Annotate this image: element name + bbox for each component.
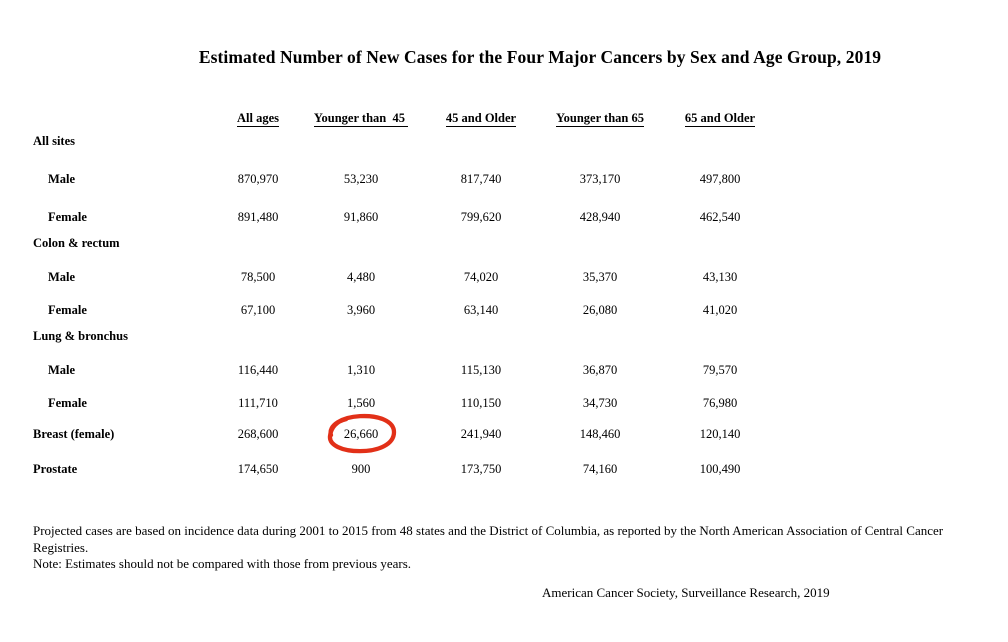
table-row: Female 67,100 3,960 63,140 26,080 41,020: [33, 289, 778, 322]
value-cell: 428,940: [579, 210, 621, 225]
value-cell: 174,650: [237, 462, 279, 477]
value-cell: 41,020: [702, 303, 738, 318]
value-cell: 35,370: [582, 270, 618, 285]
value-cell: 3,960: [346, 303, 376, 318]
footnote-note: Note: Estimates should not be compared w…: [33, 556, 412, 572]
value-cell: 241,940: [460, 427, 502, 442]
column-header-label: Younger than 65: [556, 111, 644, 128]
value-cell: 26,660: [298, 414, 424, 454]
row-label: Male: [48, 270, 76, 285]
value-cell: 173,750: [460, 462, 502, 477]
value-cell: 891,480: [237, 210, 279, 225]
column-header-label: 65 and Older: [684, 111, 756, 128]
row-label: Male: [48, 363, 76, 378]
value-cell: 497,800: [699, 172, 741, 187]
column-header: 45 and Older: [424, 98, 538, 128]
table-row: Male 870,970 53,230 817,740 373,170 497,800: [33, 153, 778, 191]
section-row: Colon & rectum: [33, 229, 778, 255]
cancer-cases-table: All ages Younger than 45 45 and Older Youn…: [33, 98, 778, 481]
footnote-projection: Projected cases are based on incidence d…: [33, 523, 950, 555]
value-cell: 373,170: [579, 172, 621, 187]
table-row: Male 116,440 1,310 115,130 36,870 79,570: [33, 348, 778, 382]
column-header-label: 45 and Older: [445, 111, 517, 128]
column-header: Younger than 45: [298, 98, 424, 128]
value-cell: 148,460: [579, 427, 621, 442]
empty-header-cell: [33, 98, 218, 126]
column-header: Younger than 65: [538, 98, 662, 128]
value-cell: 100,490: [699, 462, 741, 477]
section-label: All sites: [33, 134, 76, 149]
column-header: 65 and Older: [662, 98, 778, 128]
column-header-label: Younger than 45: [313, 111, 409, 128]
row-label: Male: [48, 172, 76, 187]
value-cell: 1,560: [346, 396, 376, 411]
value-cell: 74,160: [582, 462, 618, 477]
value-cell: 120,140: [699, 427, 741, 442]
value-cell: 53,230: [343, 172, 379, 187]
circled-value-wrap: 26,660: [327, 414, 397, 454]
value-cell: 34,730: [582, 396, 618, 411]
value-cell: 1,310: [346, 363, 376, 378]
column-header-label: All ages: [236, 111, 279, 128]
value-cell: 870,970: [237, 172, 279, 187]
source-attribution: American Cancer Society, Surveillance Re…: [542, 584, 830, 600]
column-header: All ages: [218, 98, 298, 128]
value-cell: 74,020: [463, 270, 499, 285]
circled-value: 26,660: [343, 427, 379, 442]
value-cell: 4,480: [346, 270, 376, 285]
value-cell: 79,570: [702, 363, 738, 378]
value-cell: 900: [351, 462, 371, 477]
value-cell: 110,150: [460, 396, 502, 411]
table-row: Prostate 174,650 900 173,750 74,160 100,490: [33, 446, 778, 481]
row-label: Breast (female): [33, 427, 115, 442]
value-cell: 115,130: [460, 363, 502, 378]
value-cell: 26,080: [582, 303, 618, 318]
value-cell: 43,130: [702, 270, 738, 285]
row-label: Prostate: [33, 462, 78, 477]
value-cell: 268,600: [237, 427, 279, 442]
table-row: Female 891,480 91,860 799,620 428,940 462,540: [33, 191, 778, 229]
value-cell: 36,870: [582, 363, 618, 378]
value-cell: 76,980: [702, 396, 738, 411]
value-cell: 67,100: [240, 303, 276, 318]
value-cell: 91,860: [343, 210, 379, 225]
table-row: Male 78,500 4,480 74,020 35,370 43,130: [33, 255, 778, 289]
row-label: Female: [48, 396, 87, 411]
value-cell: 78,500: [240, 270, 276, 285]
section-label: Lung & bronchus: [33, 329, 128, 344]
document-title: Estimated Number of New Cases for the Fo…: [198, 47, 882, 67]
table-row: Female 111,710 1,560 110,150 34,730 76,980: [33, 382, 778, 415]
row-label: Female: [48, 303, 87, 318]
value-cell: 111,710: [238, 396, 278, 411]
value-cell: 116,440: [237, 363, 279, 378]
section-label: Colon & rectum: [33, 236, 120, 251]
value-cell: 63,140: [463, 303, 499, 318]
section-row: All sites: [33, 126, 778, 153]
column-header-row: All ages Younger than 45 45 and Older Youn…: [33, 98, 778, 128]
table-row: Breast (female) 268,600 26,660 241,940 148,4…: [33, 414, 778, 454]
row-label: Female: [48, 210, 87, 225]
value-cell: 799,620: [460, 210, 502, 225]
value-cell: 462,540: [699, 210, 741, 225]
section-row: Lung & bronchus: [33, 322, 778, 348]
value-cell: 817,740: [460, 172, 502, 187]
footnotes: Projected cases are based on incidence d…: [33, 523, 971, 573]
